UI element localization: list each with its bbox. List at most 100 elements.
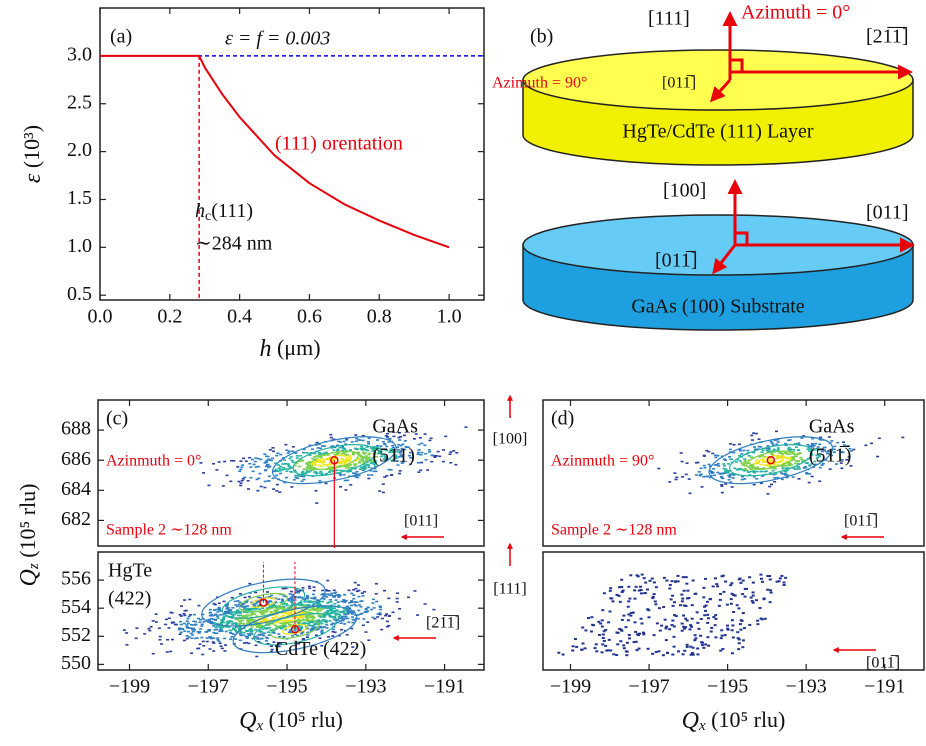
intensity-dot [378, 605, 382, 608]
intensity-dot [329, 466, 333, 468]
intensity-dot [398, 452, 402, 454]
intensity-dot [192, 627, 196, 630]
y-tick-label: 682 [61, 508, 91, 530]
intensity-dot [773, 477, 777, 479]
intensity-dot [178, 633, 182, 635]
intensity-dot [298, 596, 302, 598]
intensity-dot [222, 618, 226, 621]
intensity-dot [268, 448, 272, 451]
intensity-dot [804, 462, 808, 465]
intensity-dot [724, 471, 728, 473]
intensity-dot [704, 643, 708, 646]
x-tick-label: −193 [345, 676, 386, 698]
intensity-dot [331, 611, 335, 614]
intensity-dot [185, 635, 189, 637]
intensity-dot [376, 444, 380, 447]
intensity-dot [268, 605, 272, 608]
intensity-dot [416, 461, 420, 464]
intensity-dot [620, 585, 624, 588]
intensity-dot [620, 618, 624, 621]
intensity-dot [766, 574, 770, 577]
intensity-dot [357, 461, 361, 464]
intensity-dot [726, 627, 730, 630]
intensity-dot [333, 457, 337, 460]
intensity-dot [760, 451, 764, 453]
intensity-dot [318, 480, 322, 482]
intensity-dot [767, 447, 771, 449]
intensity-dot [279, 616, 283, 618]
intensity-dot [208, 648, 212, 650]
intensity-dot [234, 624, 238, 626]
intensity-dot [237, 603, 241, 606]
intensity-dot [768, 578, 772, 581]
intensity-dot [306, 601, 310, 603]
intensity-dot [336, 601, 340, 603]
intensity-dot [303, 607, 307, 609]
intensity-dot [370, 467, 374, 470]
intensity-dot [709, 598, 713, 601]
intensity-dot [427, 449, 431, 451]
intensity-dot [408, 451, 412, 454]
intensity-dot [221, 613, 225, 616]
intensity-dot [708, 476, 712, 479]
intensity-dot [362, 434, 366, 437]
intensity-dot [373, 467, 377, 470]
intensity-dot [301, 587, 305, 589]
intensity-dot [320, 631, 324, 634]
intensity-dot [301, 618, 305, 621]
direction-label: [011̅] [662, 75, 696, 92]
intensity-dot [741, 579, 745, 582]
intensity-dot [208, 636, 212, 638]
intensity-dot [309, 628, 313, 631]
intensity-dot [261, 628, 265, 630]
intensity-dot [280, 619, 284, 622]
x-tick-label: −193 [786, 676, 827, 698]
intensity-dot [259, 458, 263, 461]
plot-frame [99, 7, 485, 301]
intensity-dot [217, 607, 221, 610]
intensity-dot [787, 462, 791, 464]
intensity-dot [818, 453, 822, 455]
intensity-dot [232, 633, 236, 635]
intensity-dot [366, 606, 370, 609]
intensity-dot [279, 627, 283, 630]
layer-label: HgTe/CdTe (111) Layer [622, 121, 814, 143]
intensity-dot [787, 453, 791, 456]
intensity-dot [271, 617, 275, 620]
intensity-dot [254, 591, 258, 594]
intensity-dot [372, 452, 376, 455]
intensity-dot [358, 454, 362, 457]
intensity-dot [337, 596, 341, 598]
intensity-dot [301, 470, 305, 473]
intensity-dot [819, 460, 823, 463]
intensity-dot [304, 472, 308, 474]
intensity-dot [292, 623, 296, 626]
intensity-dot [777, 457, 781, 460]
intensity-dot [833, 445, 837, 448]
intensity-dot [730, 473, 734, 475]
intensity-dot [726, 471, 730, 474]
intensity-dot [312, 616, 316, 618]
intensity-dot [661, 654, 665, 657]
intensity-dot [291, 461, 295, 464]
intensity-dot [404, 446, 408, 448]
intensity-dot [179, 620, 183, 623]
intensity-dot [711, 471, 715, 474]
intensity-dot [691, 579, 695, 582]
intensity-dot [349, 464, 353, 466]
intensity-dot [329, 436, 333, 439]
contour-ring [309, 450, 359, 470]
intensity-dot [691, 646, 695, 649]
intensity-dot [777, 580, 781, 583]
intensity-dot [609, 587, 613, 590]
intensity-dot [354, 440, 358, 443]
intensity-dot [312, 617, 316, 619]
peak-marker [290, 625, 300, 634]
contour-ring [232, 605, 358, 654]
intensity-dot [357, 439, 361, 441]
intensity-dot [256, 638, 260, 640]
intensity-dot [775, 455, 779, 458]
intensity-dot [768, 601, 772, 604]
intensity-dot [275, 483, 279, 486]
intensity-dot [320, 622, 324, 625]
